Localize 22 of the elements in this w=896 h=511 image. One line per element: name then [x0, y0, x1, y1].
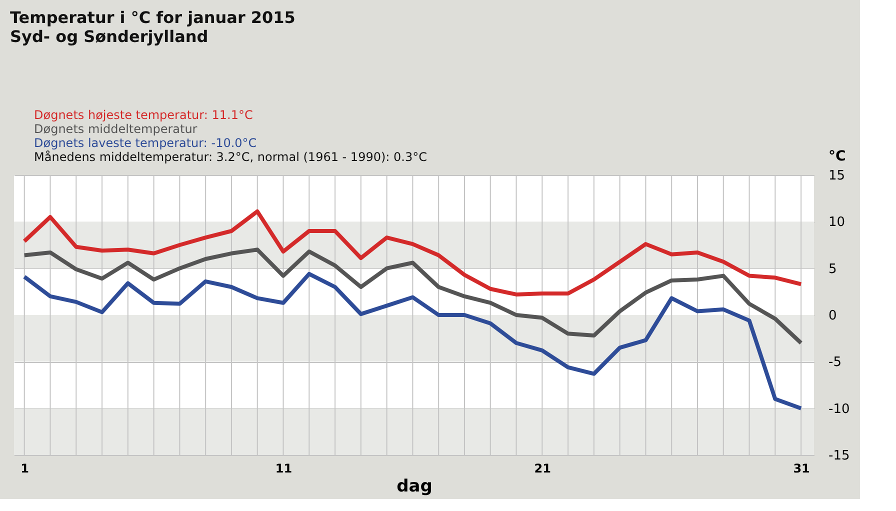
y-tick-label: 0	[828, 308, 837, 324]
text: Døgnets middeltemperatur	[34, 122, 198, 136]
x-axis-title: dag	[396, 476, 432, 496]
text: Månedens middeltemperatur: 3.2°C, normal (1961 - 1990): 0.3°C	[34, 150, 427, 164]
line-series	[22, 272, 804, 410]
text: Døgnets laveste temperatur: -10.0°C	[34, 136, 257, 150]
line-series	[22, 209, 804, 296]
x-tick-label: 31	[793, 462, 810, 476]
y-tick-label: 15	[828, 168, 846, 184]
text: Døgnets højeste temperatur: 11.1°C	[34, 108, 253, 122]
y-tick-label: -15	[828, 448, 850, 464]
y-axis-title: °C	[828, 148, 846, 164]
y-tick-label: 10	[828, 215, 846, 230]
x-tick-label: 21	[534, 462, 552, 476]
y-tick-label: 5	[828, 262, 837, 277]
chart-title: Temperatur i °C for januar 2015	[10, 8, 296, 27]
y-tick-label: -10	[828, 402, 850, 417]
line-series	[22, 248, 804, 345]
chart-subtitle: Syd- og Sønderjylland	[10, 27, 208, 46]
x-tick-label: 1	[20, 462, 30, 476]
x-tick-label: 11	[275, 462, 292, 476]
y-tick-label: -5	[828, 355, 842, 370]
